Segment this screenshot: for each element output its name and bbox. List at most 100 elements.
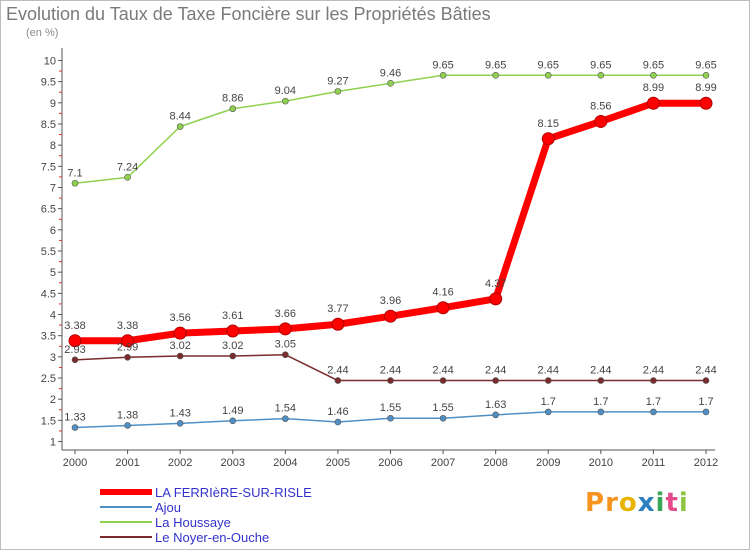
data-label-1: 1.43 xyxy=(169,407,190,419)
data-point-2 xyxy=(544,71,552,79)
data-point-1 xyxy=(282,415,289,422)
y-tick-label: 8 xyxy=(50,140,56,152)
data-label-0: 3.77 xyxy=(327,303,348,315)
data-label-0: 8.99 xyxy=(695,82,716,94)
legend-label-la-ferriere: LA FERRIèRE-SUR-RISLE xyxy=(155,485,312,500)
y-tick-label: 6.5 xyxy=(41,204,56,216)
data-label-0: 4.16 xyxy=(432,287,453,299)
data-point-0 xyxy=(594,114,608,128)
data-label-3: 2.44 xyxy=(538,365,559,377)
data-point-2 xyxy=(229,105,237,113)
data-label-3: 2.44 xyxy=(590,365,611,377)
data-label-1: 1.63 xyxy=(485,399,506,411)
data-label-0: 8.15 xyxy=(538,118,559,130)
data-point-0 xyxy=(226,324,240,338)
data-label-0: 3.96 xyxy=(380,295,401,307)
data-point-1 xyxy=(71,424,79,431)
data-label-2: 9.04 xyxy=(275,85,296,97)
data-point-3 xyxy=(387,377,394,384)
y-tick-label: 1 xyxy=(50,437,56,449)
data-label-3: 2.44 xyxy=(432,365,453,377)
data-label-2: 9.65 xyxy=(432,59,453,71)
data-point-2 xyxy=(387,80,394,87)
data-label-0: 8.56 xyxy=(590,100,611,112)
data-point-1 xyxy=(492,411,499,419)
data-point-0 xyxy=(384,309,397,323)
y-tick-label: 2.5 xyxy=(41,373,56,385)
data-label-0: 3.38 xyxy=(117,320,138,332)
data-point-1 xyxy=(124,422,131,429)
data-label-3: 2.44 xyxy=(695,365,716,377)
data-point-1 xyxy=(544,408,552,416)
logo-letter: t xyxy=(665,488,679,518)
x-tick-label: 2008 xyxy=(483,457,507,469)
legend-swatch-la-ferriere xyxy=(100,489,152,495)
series-line-2 xyxy=(74,74,707,185)
data-point-1 xyxy=(702,408,710,416)
data-point-0 xyxy=(68,334,82,348)
logo-letter: r xyxy=(605,488,619,518)
data-point-0 xyxy=(541,132,555,146)
data-point-1 xyxy=(387,414,394,422)
y-tick-label: 9.5 xyxy=(41,77,56,89)
x-tick-label: 2002 xyxy=(168,457,192,469)
x-tick-label: 2009 xyxy=(536,457,560,469)
chart-title: Evolution du Taux de Taxe Foncière sur l… xyxy=(6,4,491,24)
data-label-1: 1.55 xyxy=(432,402,453,414)
x-tick-label: 2007 xyxy=(431,457,455,469)
y-tick-label: 5.5 xyxy=(41,246,56,258)
data-point-0 xyxy=(699,96,713,110)
logo-letter: i xyxy=(678,488,689,518)
data-point-1 xyxy=(176,420,184,427)
data-label-3: 2.44 xyxy=(485,365,506,377)
data-point-0 xyxy=(646,96,660,110)
y-tick-label: 7 xyxy=(50,182,56,194)
x-tick-label: 2012 xyxy=(694,457,718,469)
data-point-3 xyxy=(597,377,605,384)
data-point-1 xyxy=(229,417,237,425)
legend-label-ajou: Ajou xyxy=(155,500,182,515)
legend-swatch-le-noyer xyxy=(100,536,152,538)
data-point-0 xyxy=(278,322,292,336)
y-tick-label: 7.5 xyxy=(41,161,56,173)
data-label-0: 4.37 xyxy=(485,278,506,290)
data-label-3: 2.44 xyxy=(643,365,664,377)
data-point-0 xyxy=(489,292,503,306)
data-label-0: 8.99 xyxy=(643,82,664,94)
y-tick-label: 8.5 xyxy=(41,119,56,131)
proxiti-logo: Proxiti xyxy=(585,488,689,518)
data-label-1: 1.54 xyxy=(275,403,296,415)
x-tick-label: 2010 xyxy=(589,457,613,469)
data-label-1: 1.33 xyxy=(64,412,85,424)
logo-letter: o xyxy=(618,488,638,518)
data-point-2 xyxy=(492,71,499,79)
x-tick-label: 2005 xyxy=(326,457,350,469)
data-label-2: 8.86 xyxy=(222,93,243,105)
data-label-2: 9.65 xyxy=(485,59,506,71)
data-point-3 xyxy=(282,351,289,359)
data-point-2 xyxy=(597,71,605,79)
x-tick-label: 2004 xyxy=(273,457,297,469)
data-label-2: 7.24 xyxy=(117,161,138,173)
y-tick-label: 9 xyxy=(50,98,56,110)
data-label-1: 1.7 xyxy=(593,396,608,408)
data-point-1 xyxy=(650,408,657,416)
y-tick-label: 3.5 xyxy=(41,331,56,343)
data-point-2 xyxy=(439,71,447,79)
logo-letter: i xyxy=(655,488,666,518)
data-point-0 xyxy=(436,301,450,315)
data-label-3: 2.93 xyxy=(64,344,85,356)
data-label-1: 1.46 xyxy=(327,406,348,418)
data-point-2 xyxy=(334,88,342,95)
data-point-3 xyxy=(124,353,131,361)
data-label-3: 2.44 xyxy=(327,365,348,377)
y-tick-label: 1.5 xyxy=(41,415,56,427)
data-point-1 xyxy=(439,414,447,422)
data-label-1: 1.7 xyxy=(646,396,661,408)
x-tick-label: 2001 xyxy=(115,457,139,469)
x-tick-label: 2003 xyxy=(221,457,245,469)
data-label-2: 9.65 xyxy=(643,59,664,71)
x-tick-label: 2011 xyxy=(642,457,666,469)
y-tick-label: 2 xyxy=(50,394,56,406)
